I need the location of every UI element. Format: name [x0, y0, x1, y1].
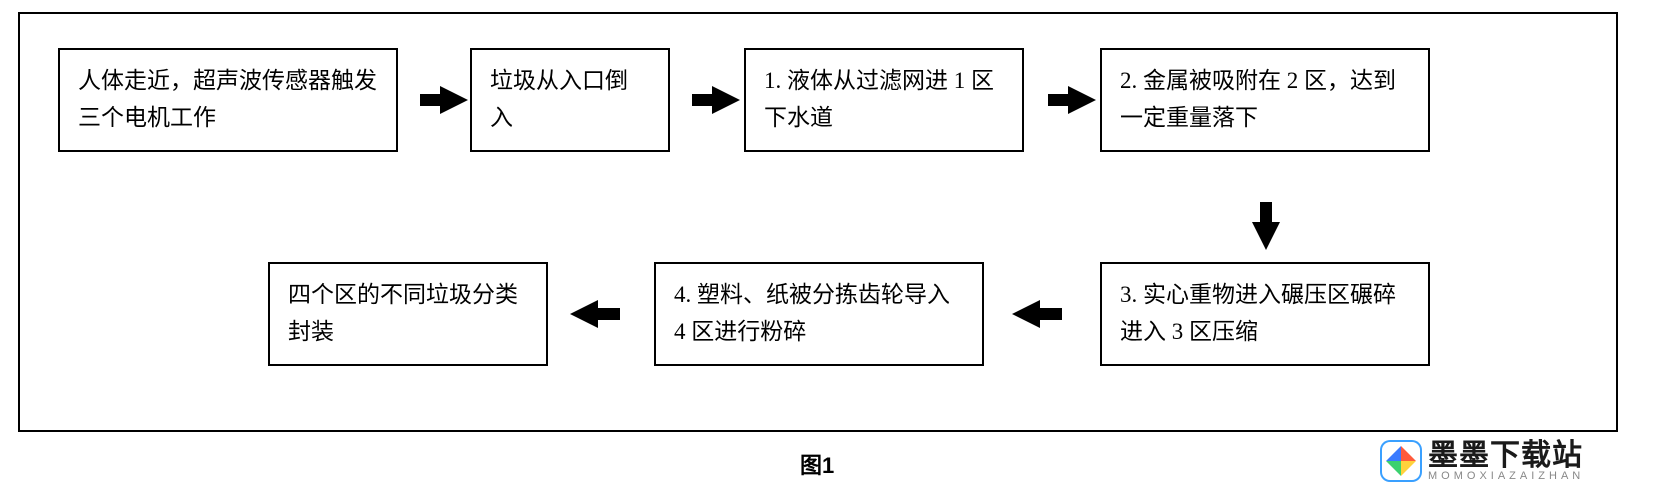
flow-node-n6: 4. 塑料、纸被分拣齿轮导入 4 区进行粉碎	[654, 262, 984, 366]
arrow-n2-n3	[712, 86, 740, 114]
figure-caption: 图1	[800, 448, 834, 480]
site-watermark: 墨墨下载站 MOMOXIAZAIZHAN	[1380, 440, 1584, 482]
watermark-en: MOMOXIAZAIZHAN	[1428, 471, 1584, 482]
arrow-n1-n2	[440, 86, 468, 114]
flow-node-n4: 2. 金属被吸附在 2 区，达到一定重量落下	[1100, 48, 1430, 152]
flow-node-n5: 3. 实心重物进入碾压区碾碎进入 3 区压缩	[1100, 262, 1430, 366]
arrow-n3-n4	[1068, 86, 1096, 114]
flow-node-n7: 四个区的不同垃圾分类封装	[268, 262, 548, 366]
arrow-n5-n6	[1012, 300, 1040, 328]
arrow-n6-n7	[570, 300, 598, 328]
watermark-text: 墨墨下载站 MOMOXIAZAIZHAN	[1428, 441, 1584, 482]
flow-node-n3: 1. 液体从过滤网进 1 区下水道	[744, 48, 1024, 152]
flow-node-n1: 人体走近，超声波传感器触发三个电机工作	[58, 48, 398, 152]
watermark-logo-icon	[1380, 440, 1422, 482]
flow-node-n2: 垃圾从入口倒入	[470, 48, 670, 152]
watermark-cn: 墨墨下载站	[1428, 441, 1584, 471]
arrow-n4-n5	[1252, 222, 1280, 250]
